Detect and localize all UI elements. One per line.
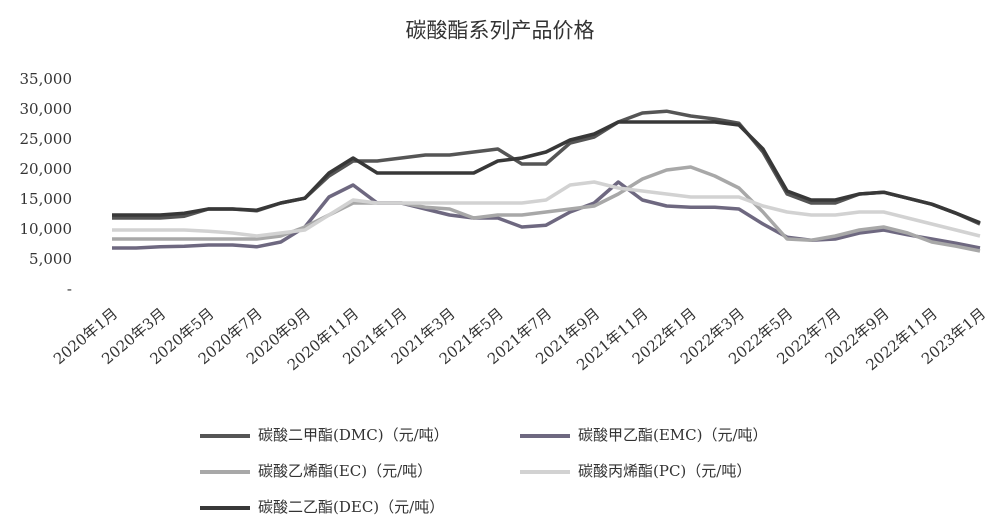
y-tick-label: 30,000 [20,100,73,118]
y-tick-label: 10,000 [20,220,73,238]
y-tick-label: 35,000 [20,70,73,88]
legend-label: 碳酸二乙酯(DEC)（元/吨） [258,498,444,516]
legend-label: 碳酸乙烯酯(EC)（元/吨） [258,462,432,480]
y-tick-label: 20,000 [20,160,73,178]
line [112,180,981,250]
legend-label: 碳酸二甲酯(DMC)（元/吨） [258,426,449,444]
y-tick-label: - [67,280,72,298]
line [112,109,981,226]
legend-label: 碳酸甲乙酯(EMC)（元/吨） [578,426,768,444]
line [112,165,981,253]
y-tick-label: 15,000 [20,190,73,208]
legend-label: 碳酸丙烯酯(PC)（元/吨） [578,462,751,480]
y-tick-label: 25,000 [20,130,73,148]
line [112,120,981,225]
y-tick-label: 5,000 [29,250,72,268]
chart-title: 碳酸酯系列产品价格 [406,19,595,43]
line [112,180,981,238]
